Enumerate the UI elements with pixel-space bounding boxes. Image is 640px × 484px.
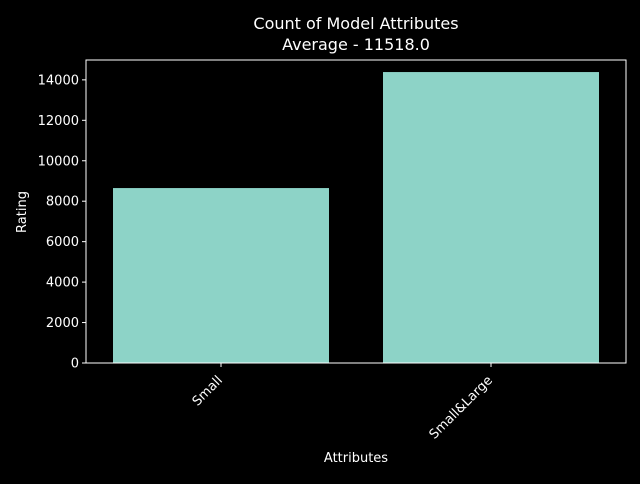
chart-subtitle: Average - 11518.0 <box>282 35 430 54</box>
y-tick-label-5: 10000 <box>38 154 79 169</box>
x-axis-label: Attributes <box>324 451 388 466</box>
y-tick-label-0: 0 <box>71 357 79 372</box>
y-tick-label-4: 8000 <box>46 195 79 210</box>
y-tick-label-3: 6000 <box>46 235 79 250</box>
y-tick-label-1: 2000 <box>46 316 79 331</box>
y-tick-label-2: 4000 <box>46 276 79 291</box>
bar-0 <box>113 188 329 363</box>
bar-1 <box>383 72 599 364</box>
y-tick-label-6: 12000 <box>38 114 79 129</box>
y-tick-label-7: 14000 <box>38 73 79 88</box>
chart-title: Count of Model Attributes <box>253 14 458 33</box>
y-axis-ticks: 0 2000 4000 6000 8000 10000 12000 14000 <box>38 73 86 372</box>
y-axis-label: Rating <box>15 191 30 233</box>
bars-layer <box>113 72 599 364</box>
plot-frame <box>85 59 627 364</box>
